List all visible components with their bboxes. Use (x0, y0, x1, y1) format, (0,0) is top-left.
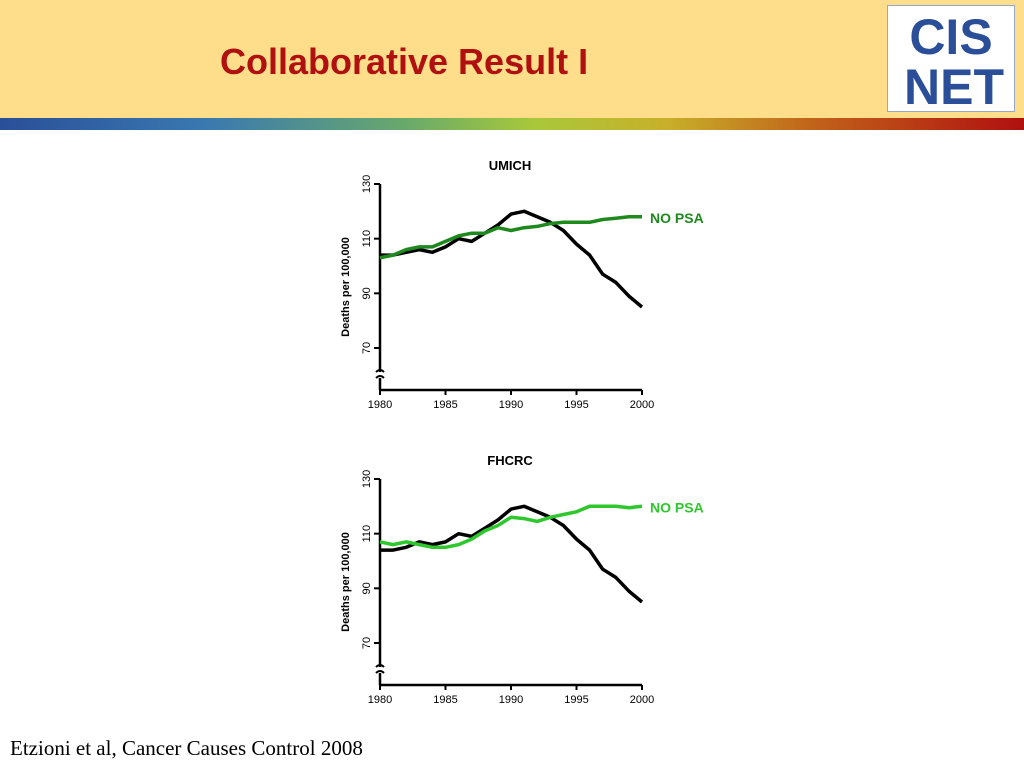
logo-line-2: NET (904, 59, 1004, 111)
logo-line-1: CIS (909, 9, 992, 65)
y-axis-label: Deaths per 100,000 (340, 532, 352, 632)
y-tick-label: 110 (361, 230, 373, 248)
x-tick-label: 2000 (630, 399, 654, 411)
chart-umich-svg: UMICH Deaths per 100,000 70 90 110 130 1980 198… (340, 158, 704, 411)
x-tick-label: 1985 (433, 399, 457, 411)
cisnet-logo: CIS NET (887, 5, 1015, 112)
series-line-no-psa (379, 215, 642, 260)
citation: Etzioni et al, Cancer Causes Control 200… (10, 736, 363, 760)
chart-fhcrc-svg: FHCRC Deaths per 100,000 70 90 110 130 1980 198… (340, 453, 704, 706)
x-tick-label: 1990 (499, 399, 523, 411)
x-tick-label: 1980 (368, 399, 392, 411)
y-tick-label: 110 (361, 525, 373, 543)
series-line-observed (380, 504, 644, 604)
y-tick-label: 70 (361, 342, 373, 354)
slide-title: Collaborative Result I (220, 41, 589, 82)
y-tick-label: 90 (361, 582, 373, 594)
axis-break-icon (375, 664, 385, 674)
series-label-no-psa: NO PSA (650, 499, 704, 515)
y-tick-label: 70 (361, 637, 373, 649)
y-tick-label: 90 (361, 287, 373, 299)
slide-header: Collaborative Result I (0, 0, 1024, 118)
x-tick-label: 1985 (433, 694, 457, 706)
x-tick-label: 1995 (564, 694, 588, 706)
x-tick-label: 1990 (499, 694, 523, 706)
chart-fhcrc: FHCRC Deaths per 100,000 70 90 110 130 1980 198… (330, 445, 730, 715)
series-line-no-psa (379, 504, 643, 550)
axis-break-icon (375, 369, 385, 379)
x-tick-label: 2000 (630, 694, 654, 706)
x-tick-label: 1980 (368, 694, 392, 706)
chart-umich: UMICH Deaths per 100,000 70 90 110 130 1980 198… (330, 150, 730, 420)
chart-title: UMICH (489, 158, 532, 173)
x-tick-label: 1995 (564, 399, 588, 411)
header-stripe (0, 118, 1024, 130)
y-tick-label: 130 (361, 470, 373, 488)
y-axis-label: Deaths per 100,000 (340, 237, 352, 337)
series-line-observed (380, 209, 644, 309)
y-tick-label: 130 (361, 175, 373, 193)
series-label-no-psa: NO PSA (650, 210, 704, 226)
chart-title: FHCRC (487, 453, 533, 468)
